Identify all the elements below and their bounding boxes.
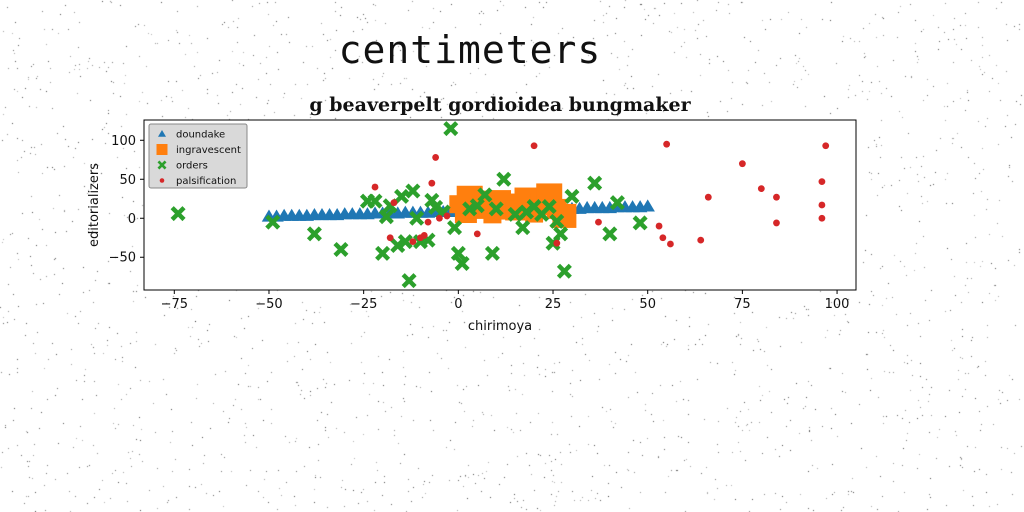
data-point — [450, 245, 466, 261]
data-point — [390, 238, 406, 254]
x-tick-label: 0 — [454, 297, 462, 312]
data-point — [655, 222, 663, 230]
data-point — [432, 154, 440, 161]
data-point — [386, 234, 394, 242]
page-title: centimeters — [338, 28, 602, 72]
legend: doundake ingravescent orders palsification — [148, 123, 248, 189]
data-point — [595, 218, 602, 226]
data-point — [738, 160, 746, 168]
data-point — [375, 245, 391, 261]
data-point — [667, 240, 674, 248]
data-point — [473, 230, 481, 238]
data-point — [553, 226, 569, 242]
data-point — [818, 201, 826, 209]
legend-marker — [156, 144, 168, 155]
data-point — [454, 255, 470, 271]
data-point — [640, 199, 655, 212]
data-point — [443, 121, 459, 137]
data-point — [367, 193, 383, 209]
data-point — [530, 142, 538, 150]
data-point — [496, 171, 512, 187]
series-palsification — [371, 140, 830, 248]
x-tick-label: 100 — [825, 297, 850, 312]
data-point — [663, 140, 671, 148]
legend-label: palsification — [176, 176, 236, 187]
data-point — [436, 214, 443, 222]
x-tick-label: −50 — [255, 297, 282, 312]
data-point — [564, 188, 580, 204]
data-point — [488, 201, 504, 217]
data-point — [609, 195, 625, 211]
data-point — [541, 199, 557, 215]
series-orders — [170, 121, 648, 289]
data-point — [697, 236, 705, 244]
data-point — [371, 183, 379, 191]
data-point — [822, 142, 830, 150]
legend-label: ingravescent — [176, 145, 241, 156]
data-point — [333, 241, 349, 257]
data-point — [507, 206, 523, 222]
legend-marker — [158, 130, 166, 137]
data-point — [447, 220, 463, 236]
chart-title: g beaverpelt gordioidea bungmaker — [309, 94, 691, 116]
data-point — [394, 188, 410, 204]
data-point — [773, 193, 780, 201]
data-point — [757, 185, 765, 193]
data-point — [420, 232, 428, 239]
data-point — [515, 220, 531, 236]
data-point — [773, 219, 780, 227]
y-axis-label: editorializers — [87, 163, 102, 247]
legend-marker — [157, 160, 167, 170]
x-tick-label: 50 — [639, 297, 656, 312]
y-tick-label: 100 — [111, 134, 136, 149]
y-tick-label: 0 — [128, 212, 136, 227]
legend-entry: orders — [157, 160, 208, 172]
data-point — [818, 214, 826, 222]
data-point — [390, 199, 398, 207]
data-point — [424, 218, 432, 226]
data-point — [401, 273, 417, 289]
data-point — [587, 175, 603, 191]
data-point — [409, 210, 425, 226]
data-point — [549, 213, 565, 229]
data-point — [659, 234, 667, 242]
x-tick-label: 25 — [545, 297, 562, 312]
y-tick-label: −50 — [109, 251, 136, 266]
data-point — [818, 178, 826, 186]
plot-frame — [143, 119, 857, 291]
x-tick-label: −75 — [161, 297, 188, 312]
data-point — [170, 206, 186, 222]
chart-marks — [170, 121, 830, 289]
data-point — [306, 226, 322, 242]
legend-label: doundake — [176, 130, 225, 141]
data-point — [602, 226, 618, 242]
data-point — [405, 183, 421, 199]
y-tick-label: 50 — [119, 173, 136, 188]
data-point — [428, 179, 436, 187]
data-point — [556, 263, 572, 279]
data-point — [424, 192, 440, 208]
legend-label: orders — [176, 161, 208, 172]
x-tick-label: 75 — [734, 297, 751, 312]
data-point — [469, 198, 485, 214]
data-point — [378, 209, 394, 225]
legend-entry: doundake — [158, 130, 225, 141]
data-point — [553, 239, 561, 247]
data-point — [632, 215, 648, 231]
data-point — [397, 234, 413, 250]
legend-entry: palsification — [159, 176, 236, 187]
x-axis-label: chirimoya — [468, 319, 532, 334]
data-point — [443, 212, 451, 220]
legend-entry: ingravescent — [156, 144, 241, 156]
legend-box — [148, 123, 248, 189]
data-point — [409, 238, 417, 246]
data-point — [265, 214, 281, 230]
data-point — [704, 193, 712, 201]
x-tick-label: −25 — [350, 297, 377, 312]
data-point — [477, 187, 493, 203]
data-point — [484, 245, 500, 261]
legend-marker — [159, 178, 165, 183]
